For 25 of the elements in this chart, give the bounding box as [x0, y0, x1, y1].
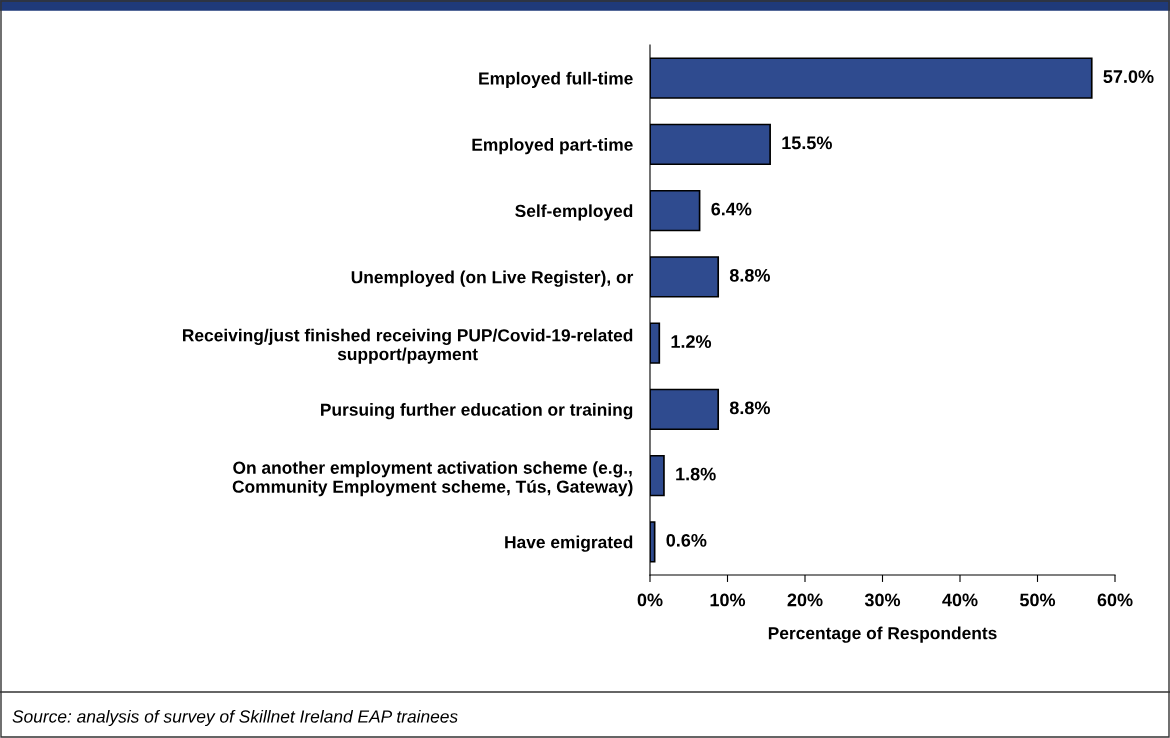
y-tick-label: Employed part-time: [472, 138, 633, 155]
data-label: 57.0%: [1103, 70, 1154, 83]
x-tick-label: 10%: [710, 593, 746, 607]
x-tick-label: 20%: [787, 593, 823, 607]
x-tick-label: 40%: [942, 593, 978, 607]
x-tick-label: 0%: [637, 593, 663, 607]
y-tick-label: On another employment activation scheme (e.g., Community Employment scheme, Tús, Gateway): [232, 461, 633, 497]
data-label: 8.8%: [729, 268, 770, 282]
data-label: 0.6%: [666, 533, 707, 547]
x-tick-label: 50%: [1019, 593, 1056, 607]
x-axis-title: Percentage of Respondents: [768, 626, 997, 643]
x-tick-label: 30%: [864, 593, 901, 607]
source-note: Source: analysis of survey of Skillnet Ireland EAP trainees: [12, 709, 458, 727]
y-tick-label: Receiving/just finished receiving PUP/Covid-19-related support/payment: [183, 328, 633, 364]
data-label: 1.8%: [676, 467, 716, 481]
data-label: 6.4%: [711, 202, 752, 216]
x-tick-label: 60%: [1097, 593, 1133, 607]
data-label: 1.2%: [671, 335, 712, 348]
y-tick-label: Unemployed (on Live Register), or: [351, 270, 634, 287]
y-tick-label: Self-employed: [515, 204, 633, 221]
y-tick-label: Have emigrated: [505, 535, 633, 552]
data-label: 15.5%: [782, 136, 832, 150]
y-tick-label: Employed full-time: [479, 71, 633, 89]
y-tick-label: Pursuing further education or training: [321, 403, 633, 420]
data-label: 8.8%: [729, 401, 770, 415]
